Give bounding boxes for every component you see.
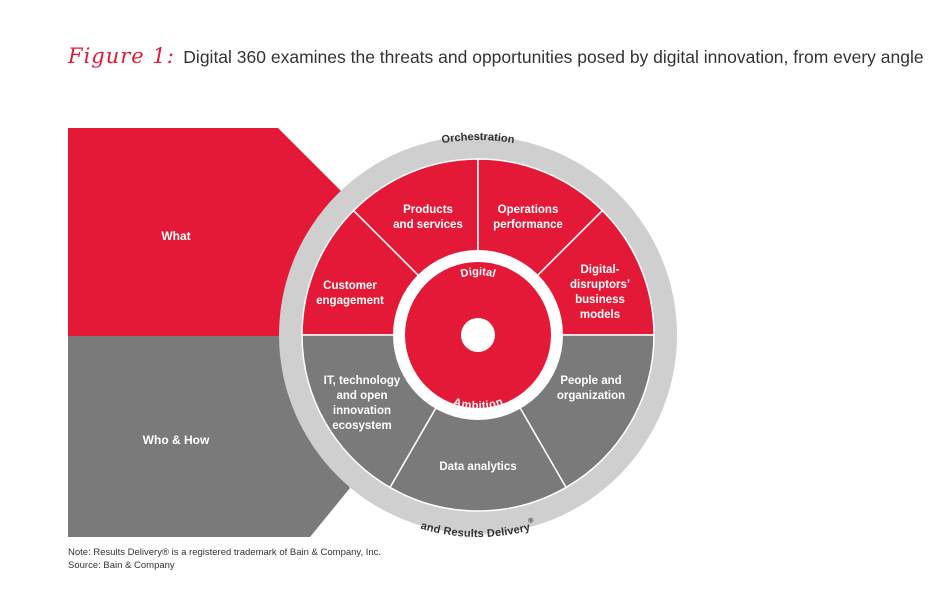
segment-people-organization-label-line: People and xyxy=(560,375,621,387)
who-how-band xyxy=(68,336,350,537)
segment-digital-disruptors-label-line: Digital- xyxy=(581,264,620,276)
segment-data-analytics xyxy=(388,333,568,512)
figure-label: Figure 1: xyxy=(68,44,175,68)
segment-digital-disruptors-label-line: models xyxy=(580,309,620,321)
segment-digital-disruptors-label-line: disruptors’ xyxy=(570,279,630,291)
segment-it-technology-label: IT, technology and open innovation ecosyste… xyxy=(324,375,401,432)
segment-customer-engagement-label: Customer engagement xyxy=(316,280,384,307)
what-band xyxy=(68,128,343,336)
segment-digital-disruptors-label-line: business xyxy=(575,294,625,306)
center-hole xyxy=(461,318,495,352)
who-how-label: Who & How xyxy=(143,433,210,447)
trademark-note: Note: Results Delivery® is a registered … xyxy=(68,547,382,558)
segment-data-analytics-label-line: Data analytics xyxy=(439,461,516,473)
registered-mark: ® xyxy=(527,516,535,525)
segment-products-services-label-line: Products xyxy=(403,204,453,216)
segment-customer-engagement-label-line: Customer xyxy=(323,280,377,292)
what-label: What xyxy=(161,229,190,243)
segment-operations-performance-label-line: Operations xyxy=(498,204,559,216)
segment-products-services-label: Products and services xyxy=(393,204,463,231)
segment-people-organization-label: People and organization xyxy=(557,375,625,402)
segment-operations-performance-label: Operations performance xyxy=(493,204,563,231)
center-digital-label: Digital xyxy=(459,266,496,280)
figure-title-text: Digital 360 examines the threats and opp… xyxy=(183,47,924,67)
center-ambition-label: Ambition xyxy=(452,396,505,412)
segment-it-technology-label-line: and open xyxy=(336,390,387,402)
segment-customer-engagement-label-line: engagement xyxy=(316,295,384,307)
segment-it-technology-label-line: IT, technology xyxy=(324,375,401,387)
source-note: Source: Bain & Company xyxy=(68,560,175,571)
segment-digital-disruptors-label: Digital-disruptors’ business models xyxy=(570,264,630,321)
ring-orchestration-label: Orchestration xyxy=(441,131,516,146)
figure-title: Figure 1: Digital 360 examines the threa… xyxy=(68,44,938,68)
segment-it-technology-label-line: ecosystem xyxy=(332,420,391,432)
segment-labels: Customer engagement Products and services Op… xyxy=(316,204,630,473)
segment-data-analytics-label: Data analytics xyxy=(439,461,516,473)
segment-people-organization-label-line: organization xyxy=(557,390,625,402)
segment-operations-performance-label-line: performance xyxy=(493,219,563,231)
segment-products-services-label-line: and services xyxy=(393,219,463,231)
segment-it-technology-label-line: innovation xyxy=(333,405,391,417)
